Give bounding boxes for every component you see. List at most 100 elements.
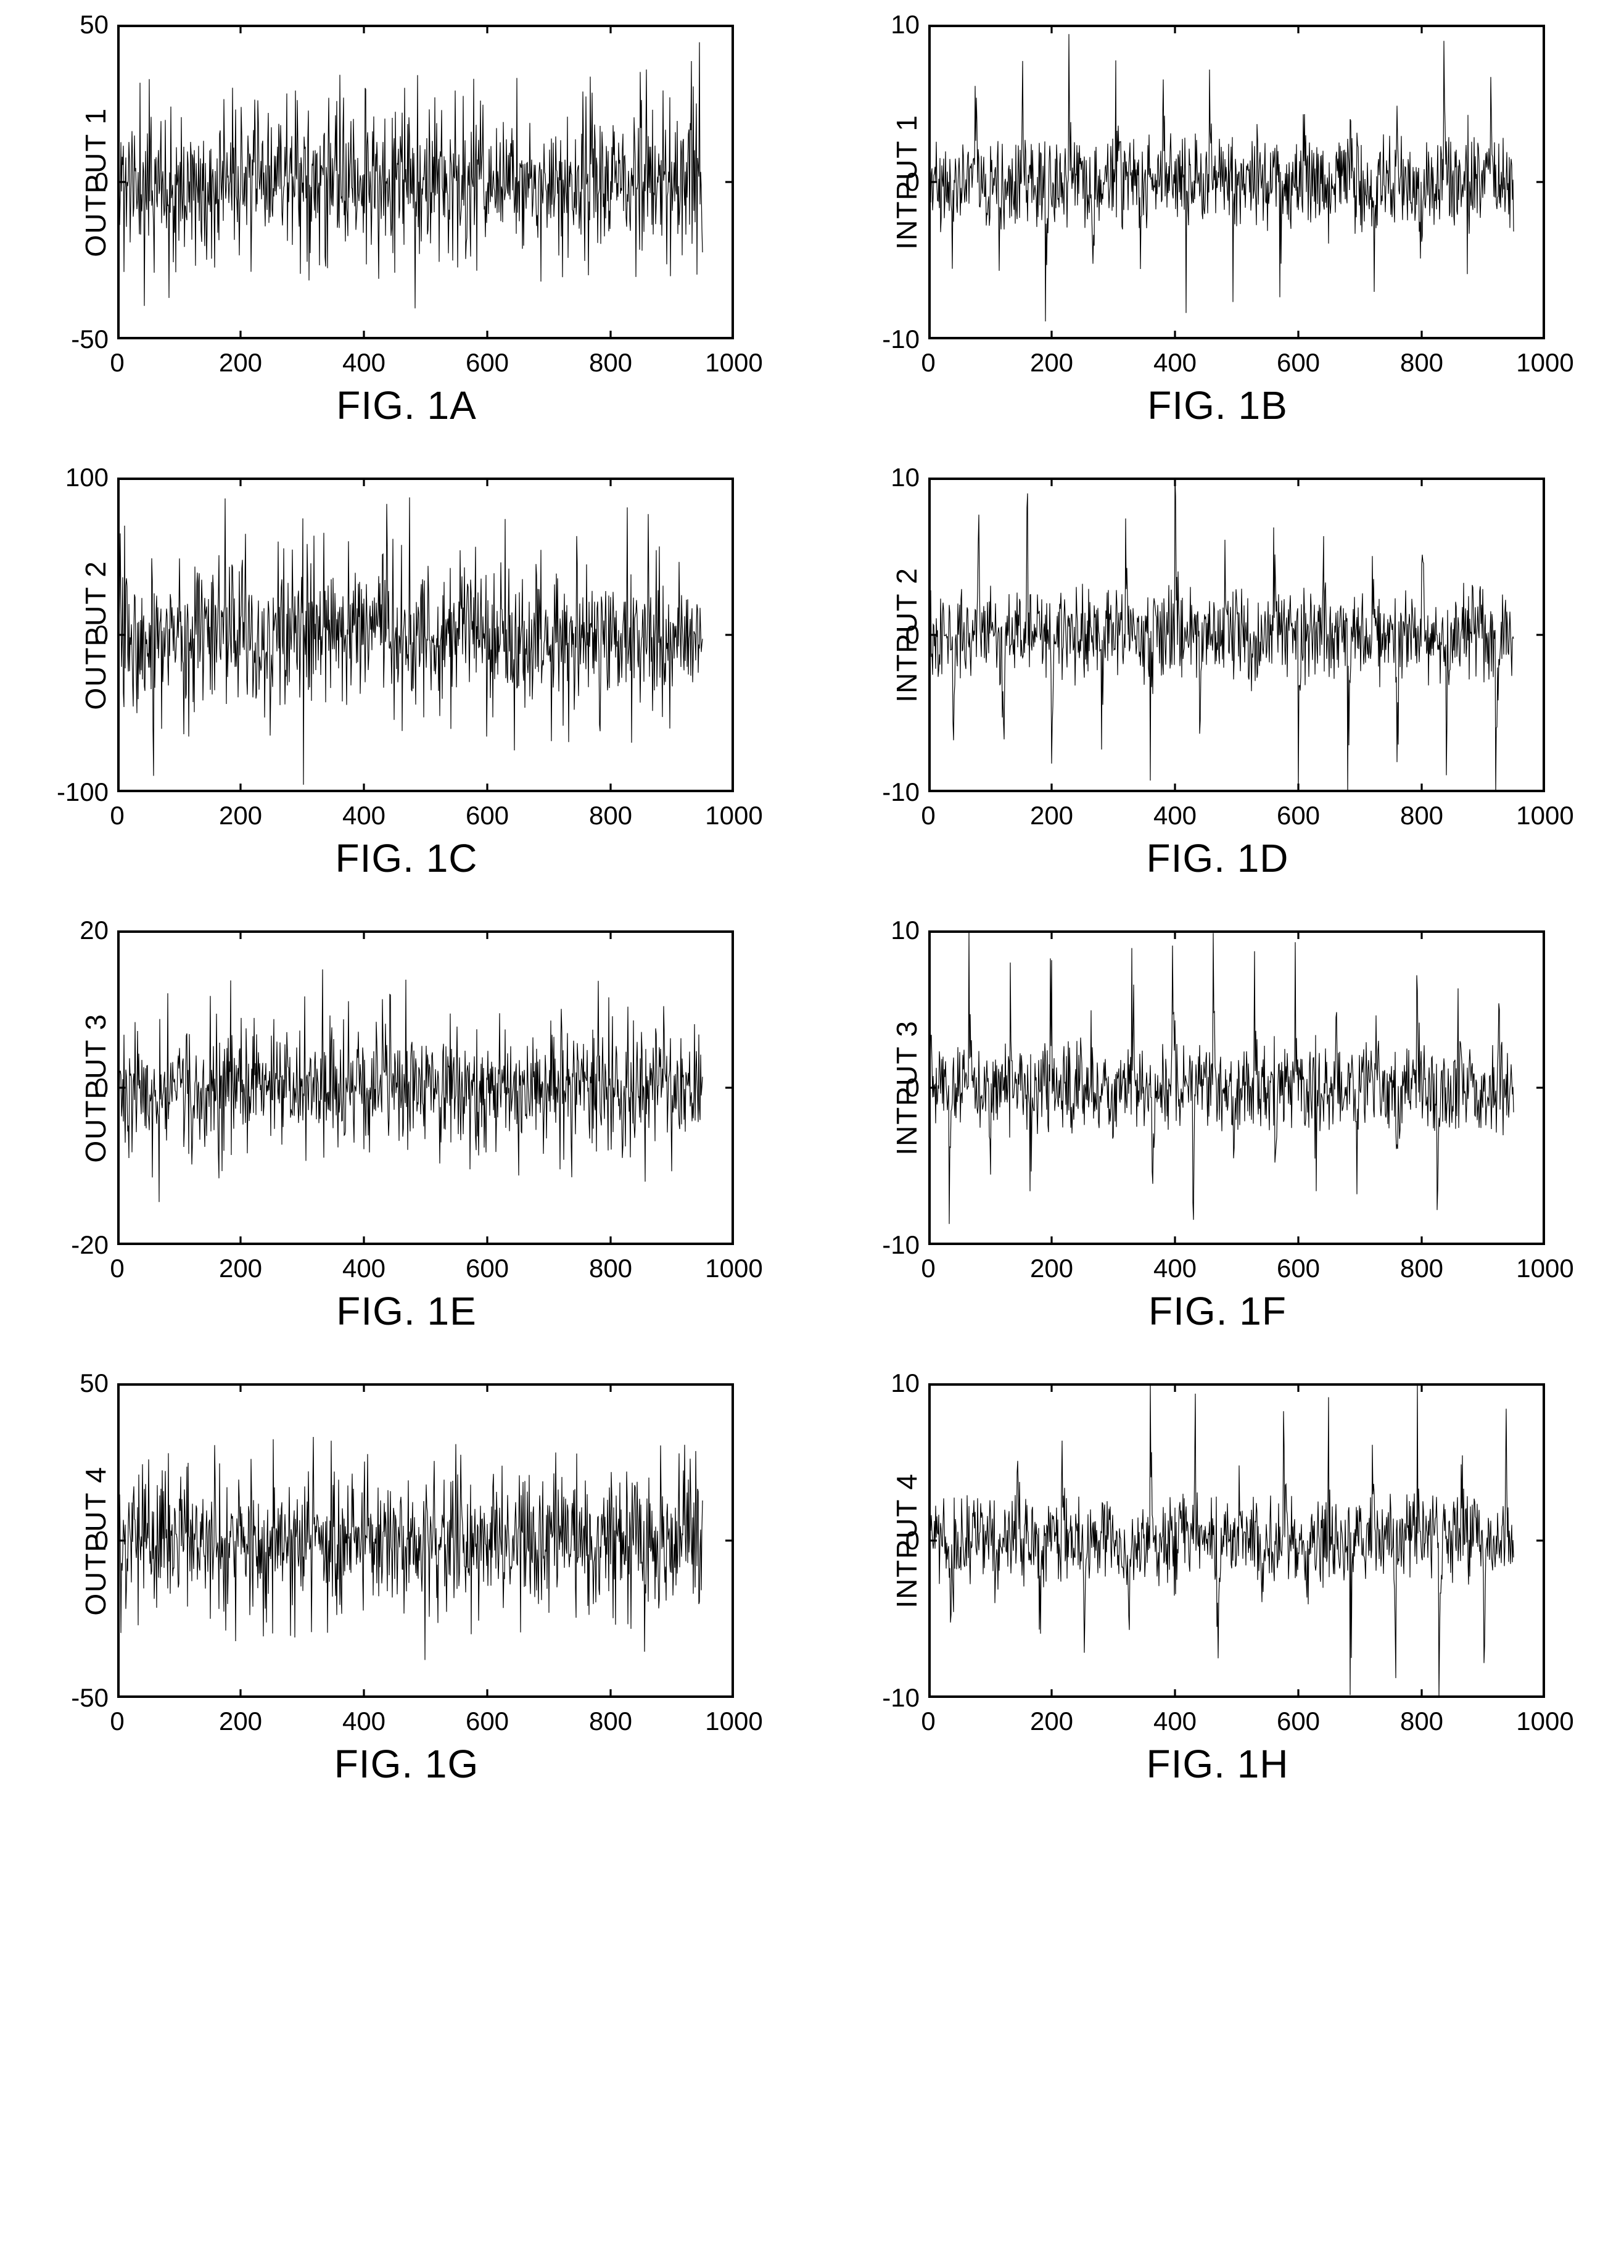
- ytick-label: 10: [891, 916, 920, 945]
- cell-fig1e: OUTPUT 3 -2002002004006008001000 FIG. 1E: [26, 930, 788, 1334]
- xtick-label: 1000: [1516, 348, 1573, 378]
- chart-svg: [117, 1383, 734, 1698]
- ytick-label: 20: [80, 916, 109, 945]
- plot-wrap: INTPUT 1 -1001002004006008001000: [890, 25, 1545, 339]
- ytick-label: 0: [94, 620, 109, 650]
- xtick-label: 200: [219, 348, 262, 378]
- signal-trace: [928, 478, 1514, 792]
- plot-area: -100010002004006008001000: [117, 478, 734, 792]
- cell-fig1c: OUTPUT 2 -100010002004006008001000 FIG. …: [26, 478, 788, 881]
- xtick-label: 200: [1030, 348, 1073, 378]
- xtick-label: 400: [342, 1707, 385, 1736]
- xtick-label: 400: [1153, 801, 1197, 830]
- signal-trace: [928, 1383, 1514, 1698]
- xtick-label: 600: [1277, 1254, 1320, 1283]
- ytick-label: 0: [94, 1073, 109, 1103]
- plot-area: -5005002004006008001000: [117, 25, 734, 339]
- cell-fig1g: OUTPUT 4 -5005002004006008001000 FIG. 1G: [26, 1383, 788, 1787]
- xtick-label: 0: [921, 1707, 935, 1736]
- ytick-label: -50: [71, 325, 109, 354]
- cell-fig1a: OUTPUT 1 -5005002004006008001000 FIG. 1A: [26, 25, 788, 428]
- plot-area: -1001002004006008001000: [928, 930, 1545, 1245]
- figure-caption: FIG. 1G: [334, 1741, 479, 1787]
- signal-trace: [117, 1437, 703, 1660]
- chart-svg: [117, 478, 734, 792]
- xtick-label: 200: [1030, 801, 1073, 830]
- xtick-label: 600: [466, 1707, 509, 1736]
- xtick-label: 600: [1277, 801, 1320, 830]
- signal-trace: [117, 497, 703, 785]
- plot-wrap: OUTPUT 4 -5005002004006008001000: [79, 1383, 734, 1698]
- plot-wrap: INTPUT 4 -1001002004006008001000: [890, 1383, 1545, 1698]
- xtick-label: 200: [219, 1707, 262, 1736]
- xtick-label: 0: [921, 1254, 935, 1283]
- xtick-label: 1000: [705, 348, 762, 378]
- chart-svg: [928, 930, 1545, 1245]
- cell-fig1d: INTPUT 2 -1001002004006008001000 FIG. 1D: [837, 478, 1599, 881]
- ytick-label: 100: [65, 463, 109, 492]
- chart-svg: [117, 25, 734, 339]
- cell-fig1b: INTPUT 1 -1001002004006008001000 FIG. 1B: [837, 25, 1599, 428]
- ytick-label: 0: [905, 1073, 920, 1103]
- ytick-label: -10: [882, 1683, 920, 1713]
- ytick-label: 0: [905, 1526, 920, 1555]
- ytick-label: 0: [94, 167, 109, 197]
- signal-trace: [928, 931, 1514, 1223]
- xtick-label: 0: [110, 1254, 124, 1283]
- xtick-label: 400: [342, 348, 385, 378]
- plot-area: -1001002004006008001000: [928, 478, 1545, 792]
- chart-svg: [928, 1383, 1545, 1698]
- ytick-label: -100: [57, 777, 109, 807]
- ytick-label: -10: [882, 1230, 920, 1260]
- xtick-label: 1000: [705, 801, 762, 830]
- xtick-label: 600: [1277, 1707, 1320, 1736]
- cell-fig1f: INTPUT 3 -1001002004006008001000 FIG. 1F: [837, 930, 1599, 1334]
- signal-trace: [928, 34, 1514, 321]
- ytick-label: 10: [891, 1368, 920, 1398]
- xtick-label: 0: [110, 348, 124, 378]
- xtick-label: 800: [589, 348, 632, 378]
- xtick-label: 600: [466, 348, 509, 378]
- xtick-label: 1000: [1516, 1254, 1573, 1283]
- plot-wrap: OUTPUT 1 -5005002004006008001000: [79, 25, 734, 339]
- xtick-label: 800: [589, 1254, 632, 1283]
- xtick-label: 400: [1153, 1707, 1197, 1736]
- xtick-label: 1000: [705, 1707, 762, 1736]
- ytick-label: 0: [905, 167, 920, 197]
- plot-area: -1001002004006008001000: [928, 1383, 1545, 1698]
- xtick-label: 1000: [1516, 801, 1573, 830]
- xtick-label: 600: [1277, 348, 1320, 378]
- xtick-label: 400: [1153, 1254, 1197, 1283]
- figure-grid: OUTPUT 1 -5005002004006008001000 FIG. 1A…: [26, 25, 1599, 1787]
- xtick-label: 200: [219, 801, 262, 830]
- chart-svg: [928, 478, 1545, 792]
- cell-fig1h: INTPUT 4 -1001002004006008001000 FIG. 1H: [837, 1383, 1599, 1787]
- xtick-label: 400: [1153, 348, 1197, 378]
- ytick-label: 0: [905, 620, 920, 650]
- xtick-label: 800: [1400, 348, 1443, 378]
- xtick-label: 800: [1400, 801, 1443, 830]
- ytick-label: 10: [891, 463, 920, 492]
- ytick-label: 50: [80, 10, 109, 39]
- xtick-label: 400: [342, 801, 385, 830]
- plot-area: -5005002004006008001000: [117, 1383, 734, 1698]
- xtick-label: 0: [110, 1707, 124, 1736]
- xtick-label: 200: [1030, 1254, 1073, 1283]
- xtick-label: 400: [342, 1254, 385, 1283]
- figure-caption: FIG. 1D: [1146, 835, 1288, 881]
- xtick-label: 1000: [1516, 1707, 1573, 1736]
- plot-wrap: OUTPUT 2 -100010002004006008001000: [79, 478, 734, 792]
- chart-svg: [117, 930, 734, 1245]
- plot-wrap: INTPUT 3 -1001002004006008001000: [890, 930, 1545, 1245]
- xtick-label: 800: [589, 801, 632, 830]
- xtick-label: 1000: [705, 1254, 762, 1283]
- xtick-label: 0: [921, 348, 935, 378]
- signal-trace: [117, 969, 703, 1202]
- xtick-label: 0: [921, 801, 935, 830]
- ytick-label: 0: [94, 1526, 109, 1555]
- xtick-label: 800: [1400, 1254, 1443, 1283]
- xtick-label: 600: [466, 801, 509, 830]
- figure-caption: FIG. 1H: [1146, 1741, 1288, 1787]
- ytick-label: -10: [882, 325, 920, 354]
- figure-caption: FIG. 1C: [335, 835, 477, 881]
